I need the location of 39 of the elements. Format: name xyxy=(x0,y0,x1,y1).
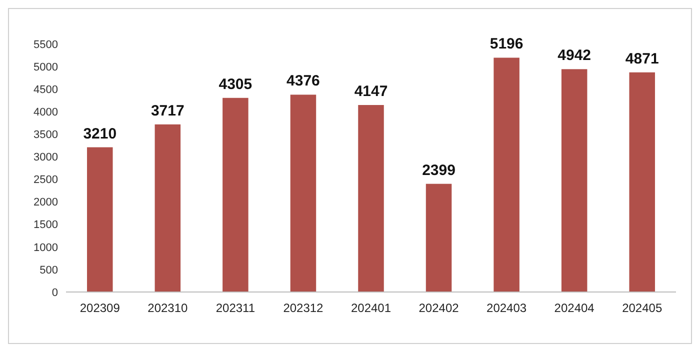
y-tick-label: 2500 xyxy=(34,174,58,186)
y-tick-label: 4500 xyxy=(34,84,58,96)
x-tick-label: 202401 xyxy=(350,301,392,315)
y-tick-label: 3500 xyxy=(34,129,58,142)
bar xyxy=(561,69,588,292)
x-tick-label: 202402 xyxy=(418,301,460,315)
y-tick-label: 5500 xyxy=(34,38,58,51)
y-tick-label: 3000 xyxy=(34,152,58,164)
data-label: 4942 xyxy=(558,47,592,64)
data-label: 3717 xyxy=(150,102,184,120)
bar xyxy=(290,94,316,292)
y-tick-label: 4000 xyxy=(34,106,58,118)
bar xyxy=(629,72,655,292)
x-tick-label: 202311 xyxy=(216,301,256,315)
data-label: 3210 xyxy=(83,125,117,142)
x-tick-label: 202405 xyxy=(622,301,662,315)
data-label: 4147 xyxy=(354,83,388,100)
bar xyxy=(87,147,113,292)
bar xyxy=(154,124,181,292)
x-tick-label: 202310 xyxy=(148,301,188,315)
y-tick-label: 500 xyxy=(40,264,58,276)
data-label: 4305 xyxy=(218,76,252,93)
bar xyxy=(222,98,248,292)
bar xyxy=(494,58,520,292)
x-tick-label: 202403 xyxy=(486,301,527,315)
x-tick-label: 202309 xyxy=(80,301,120,315)
y-tick-label: 5000 xyxy=(34,61,58,74)
data-label: 2399 xyxy=(422,162,456,179)
data-label: 5196 xyxy=(490,36,524,53)
x-tick-label: 202312 xyxy=(283,301,324,315)
bar xyxy=(358,105,384,292)
x-tick-label: 202404 xyxy=(554,301,595,315)
y-tick-label: 1000 xyxy=(34,242,58,254)
data-label: 4871 xyxy=(625,50,659,68)
bar xyxy=(426,184,452,292)
y-tick-label: 0 xyxy=(52,286,58,299)
y-tick-label: 2000 xyxy=(34,196,58,209)
data-label: 4376 xyxy=(286,72,320,90)
y-tick-label: 1500 xyxy=(34,219,58,232)
